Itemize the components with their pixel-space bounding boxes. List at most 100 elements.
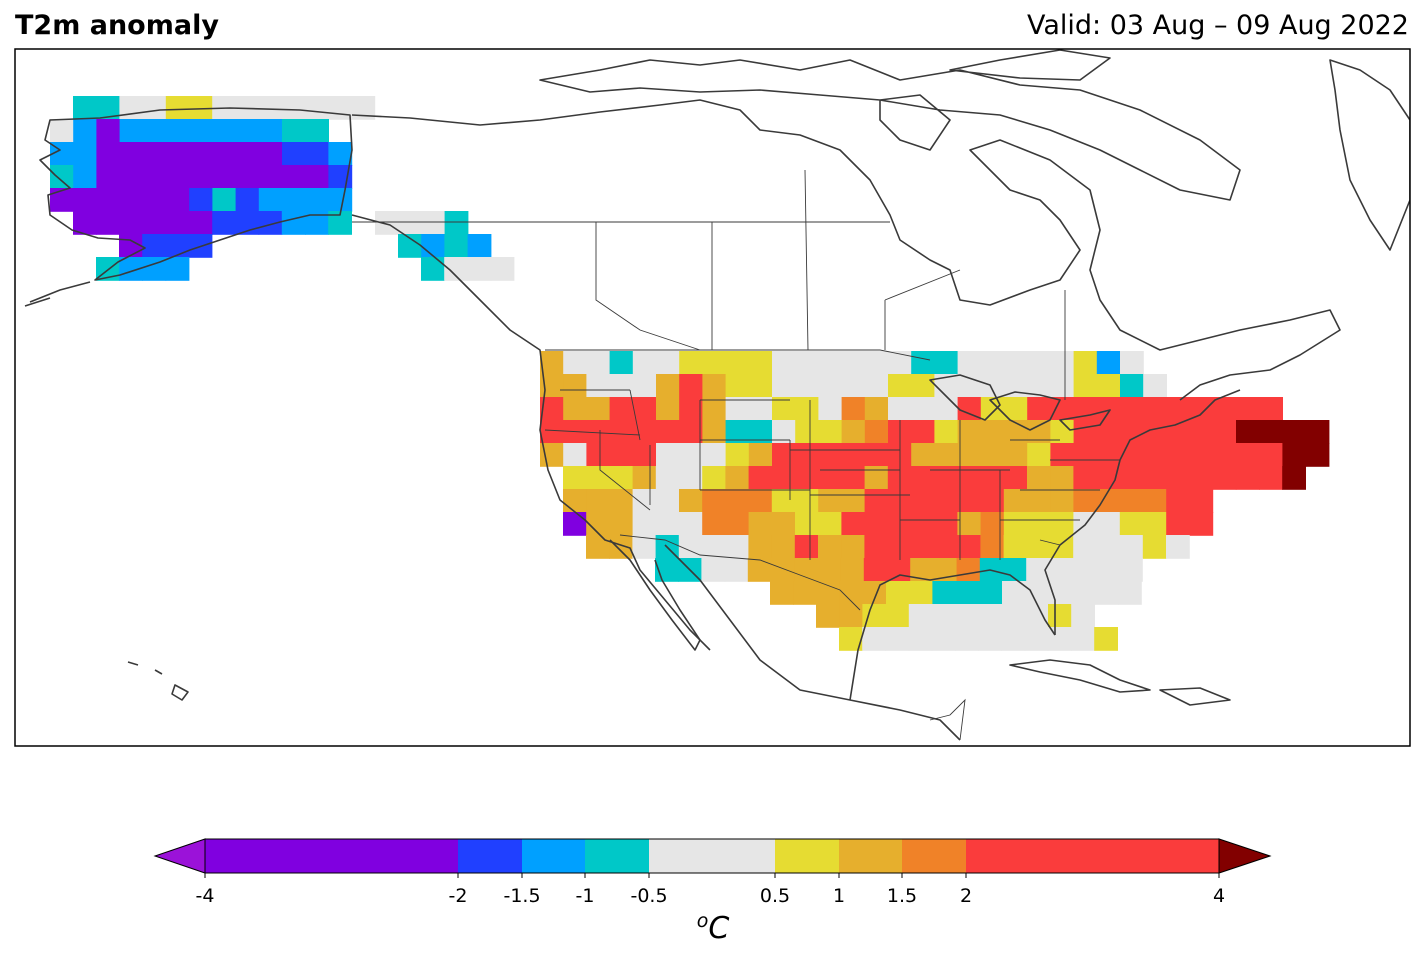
- grid-cell: [702, 466, 726, 490]
- grid-cell: [1003, 558, 1027, 582]
- grid-cell: [957, 466, 982, 490]
- grid-cell: [771, 466, 796, 490]
- grid-cell: [166, 188, 190, 212]
- grid-cell: [888, 351, 912, 375]
- grid-cell: [862, 604, 887, 628]
- great-lakes: [929, 374, 1111, 431]
- grid-cell: [96, 142, 121, 166]
- grid-cell: [609, 420, 634, 444]
- grid-cell: [1096, 420, 1121, 444]
- grid-cell: [632, 466, 657, 490]
- grid-cell: [609, 351, 634, 375]
- grid-cell: [609, 374, 634, 398]
- grid-cell: [748, 489, 773, 513]
- grid-cell: [1143, 512, 1167, 536]
- grid-cell: [1189, 420, 1214, 444]
- grid-cell: [1073, 420, 1098, 444]
- grid-cell: [748, 535, 773, 559]
- grid-cell: [586, 443, 611, 467]
- grid-cell: [911, 351, 935, 375]
- grid-cell: [888, 374, 912, 398]
- grid-cell: [1049, 558, 1074, 582]
- grid-cell: [1073, 489, 1098, 513]
- colorbar-bin: [839, 839, 902, 873]
- grid-cell: [840, 558, 865, 582]
- grid-cell: [748, 374, 773, 398]
- grid-cell: [1096, 374, 1121, 398]
- grid-cell: [1282, 443, 1307, 467]
- atlantic-coast: [1044, 389, 1241, 635]
- grid-cell: [934, 351, 959, 375]
- grid-cell: [656, 351, 680, 375]
- grid-cell: [679, 466, 703, 490]
- grid-cell: [166, 142, 190, 166]
- grid-cell: [1259, 397, 1283, 421]
- grid-cell: [1050, 512, 1074, 536]
- grid-cell: [956, 558, 981, 582]
- grid-cell: [96, 211, 120, 235]
- colorbar: [153, 838, 1272, 878]
- grid-cell: [679, 351, 703, 375]
- grid-cell: [911, 397, 935, 421]
- grid-cell: [1096, 489, 1121, 513]
- grid-cell: [586, 535, 610, 559]
- grid-cell: [1305, 443, 1330, 467]
- grid-cell: [1048, 604, 1072, 628]
- grid-cell: [957, 489, 982, 513]
- colorbar-bin: [205, 839, 458, 873]
- grid-cell: [702, 420, 727, 444]
- grid-cell: [1259, 420, 1283, 444]
- grid-cell: [772, 397, 796, 421]
- grid-cell: [817, 558, 842, 582]
- grid-cell: [1072, 558, 1097, 582]
- grid-cell: [794, 558, 818, 582]
- grid-cell: [212, 142, 237, 166]
- grid-cell: [957, 420, 982, 444]
- grid-cell: [281, 96, 306, 120]
- grid-cell: [258, 211, 283, 235]
- coastlines: [24, 49, 1410, 741]
- grid-cell: [258, 96, 283, 120]
- grid-cell: [1027, 420, 1051, 444]
- grid-cell: [563, 397, 587, 421]
- grid-cell: [771, 558, 795, 582]
- grid-cell: [1003, 535, 1028, 559]
- grid-cell: [725, 535, 749, 559]
- grid-cell: [934, 489, 958, 513]
- grid-cell: [1027, 466, 1051, 490]
- grid-cell: [934, 512, 958, 536]
- grid-cell: [609, 466, 634, 490]
- grid-cell: [563, 466, 587, 490]
- grid-cell: [1143, 420, 1167, 444]
- grid-cell: [702, 397, 727, 421]
- grid-cell: [586, 489, 610, 513]
- grid-cell: [795, 420, 819, 444]
- grid-cell: [957, 535, 981, 559]
- grid-cell: [119, 257, 143, 281]
- grid-cell: [818, 489, 842, 513]
- grid-cell: [609, 443, 634, 467]
- grid-cell: [1096, 535, 1121, 559]
- grid-cell: [656, 443, 680, 467]
- grid-cell: [725, 466, 750, 490]
- grid-cell: [888, 397, 912, 421]
- grid-cell: [305, 165, 329, 189]
- grid-cell: [1071, 604, 1095, 628]
- grid-cell: [934, 374, 959, 398]
- grid-cell: [282, 119, 306, 143]
- colorbar-tick-label: 0.5: [759, 885, 791, 907]
- grid-cell: [911, 443, 935, 467]
- canada-provinces: [595, 169, 1066, 400]
- grid-cell: [980, 512, 1005, 536]
- grid-cell: [50, 188, 74, 212]
- grid-cell: [1004, 374, 1028, 398]
- grid-cell: [679, 489, 703, 513]
- grid-cell: [1096, 466, 1121, 490]
- grid-cell: [1212, 466, 1237, 490]
- grid-cell: [165, 257, 190, 281]
- grid-cell: [772, 443, 796, 467]
- grid-cell: [305, 142, 329, 166]
- grid-cell: [864, 512, 889, 536]
- grid-cell: [864, 466, 889, 490]
- grid-cell: [679, 420, 703, 444]
